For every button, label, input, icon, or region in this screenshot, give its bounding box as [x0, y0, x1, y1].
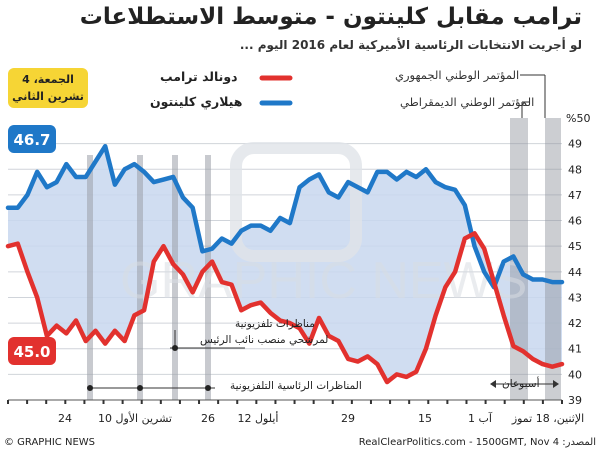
debate-marker [137, 155, 143, 400]
x-tick [427, 400, 430, 404]
x-tick-label: 26 [201, 412, 215, 425]
gap-area [8, 146, 562, 383]
y-tick-label: 45 [568, 240, 582, 253]
source: المصدر: RealClearPolitics.com - 1500GMT,… [358, 437, 596, 448]
x-tick [465, 400, 468, 404]
x-tick [541, 400, 544, 404]
x-tick-label: الإثنين، 18 تموز [511, 412, 584, 425]
trump-end-value: 45.0 [13, 343, 50, 361]
x-tick-label: 10 تشرين الأول [98, 411, 172, 425]
y-tick-label: 41 [568, 343, 582, 356]
x-tick-label: 12 أيلول [238, 411, 279, 425]
legend-trump: دونالد ترامب [160, 69, 238, 84]
x-tick [312, 400, 315, 404]
end-value-labels: 46.7 45.0 [8, 125, 56, 365]
x-tick [389, 400, 392, 404]
clinton-line [5, 143, 565, 290]
x-tick-label: 15 [418, 412, 432, 425]
x-tick [369, 400, 372, 404]
series-lines [5, 143, 565, 385]
y-tick-label: 44 [568, 266, 582, 279]
y-axis-label: %50 [566, 112, 590, 125]
x-tick [484, 400, 487, 404]
x-tick [446, 400, 449, 404]
clinton-end-value: 46.7 [13, 131, 50, 149]
x-tick [178, 400, 181, 404]
debate-marker [205, 155, 211, 400]
x-tick [331, 400, 334, 404]
x-tick [503, 400, 506, 404]
trump-line [5, 231, 565, 385]
two-weeks-note: أسبوعان [502, 378, 540, 390]
convention-republican: المؤتمر الوطني الجمهوري [395, 68, 520, 82]
x-tick [140, 400, 143, 404]
y-tick-label: 48 [568, 163, 582, 176]
vp-debate-note-line1: مناظرات تلفزيونية [235, 318, 315, 330]
gap-fill [8, 146, 562, 383]
y-axis: 39 40 41 42 43 44 45 46 47 48 49 %50 [566, 112, 590, 407]
y-tick-label: 43 [568, 291, 582, 304]
trump-end-value-box [8, 337, 56, 365]
convention-band [545, 118, 561, 400]
x-tick [102, 400, 105, 404]
x-axis: 24 10 تشرين الأول 26 12 أيلول 29 15 1 آب الإثني… [7, 399, 584, 425]
legend-clinton: هيلاري كلينتون [150, 94, 243, 109]
chart-title: ترامب مقابل كلينتون - متوسط الاستطلاعات [79, 4, 582, 30]
clinton-end-value-box [8, 125, 56, 153]
x-tick [408, 400, 411, 404]
chart-subtitle: لو أجريت الانتخابات الرئاسية الأميركية ل… [239, 38, 582, 52]
x-tick [26, 400, 29, 404]
y-tick-label: 47 [568, 189, 582, 202]
y-tick-label: 46 [568, 215, 582, 228]
convention-band [510, 118, 528, 400]
x-tick [7, 400, 9, 404]
convention-democratic: المؤتمر الوطني الديمقراطي [400, 95, 535, 109]
x-tick-label: 1 آب [468, 411, 493, 425]
date-box: الجمعة، 4 تشرين الثاني [8, 68, 88, 108]
y-tick-label: 40 [568, 368, 582, 381]
x-tick-label: 24 [58, 412, 72, 425]
x-tick [121, 400, 124, 404]
x-tick [236, 400, 239, 404]
x-tick [83, 400, 86, 404]
x-tick [350, 400, 353, 404]
credit: © GRAPHIC NEWS [4, 437, 96, 448]
y-tick-label: 39 [568, 394, 582, 407]
x-tick-label: 29 [341, 412, 355, 425]
x-tick [293, 400, 296, 404]
date-box-day: الجمعة، 4 [22, 73, 74, 86]
vp-debate-note-line2: لمرشحي منصب نائب الرئيس [200, 334, 329, 346]
x-tick [45, 400, 48, 404]
x-tick [522, 400, 525, 404]
debate-marker [172, 155, 178, 400]
y-tick-label: 49 [568, 138, 582, 151]
x-tick [274, 400, 277, 404]
x-tick [255, 400, 258, 404]
pres-debates-note: المناظرات الرئاسية التلفزيونية [230, 380, 362, 392]
x-tick [561, 400, 563, 404]
x-tick [198, 400, 201, 404]
x-tick [159, 400, 162, 404]
x-tick [217, 400, 220, 404]
event-markers [87, 118, 561, 400]
debate-marker [87, 155, 93, 400]
y-tick-label: 42 [568, 317, 582, 330]
x-tick [64, 400, 67, 404]
date-box-month: تشرين الثاني [12, 90, 84, 103]
